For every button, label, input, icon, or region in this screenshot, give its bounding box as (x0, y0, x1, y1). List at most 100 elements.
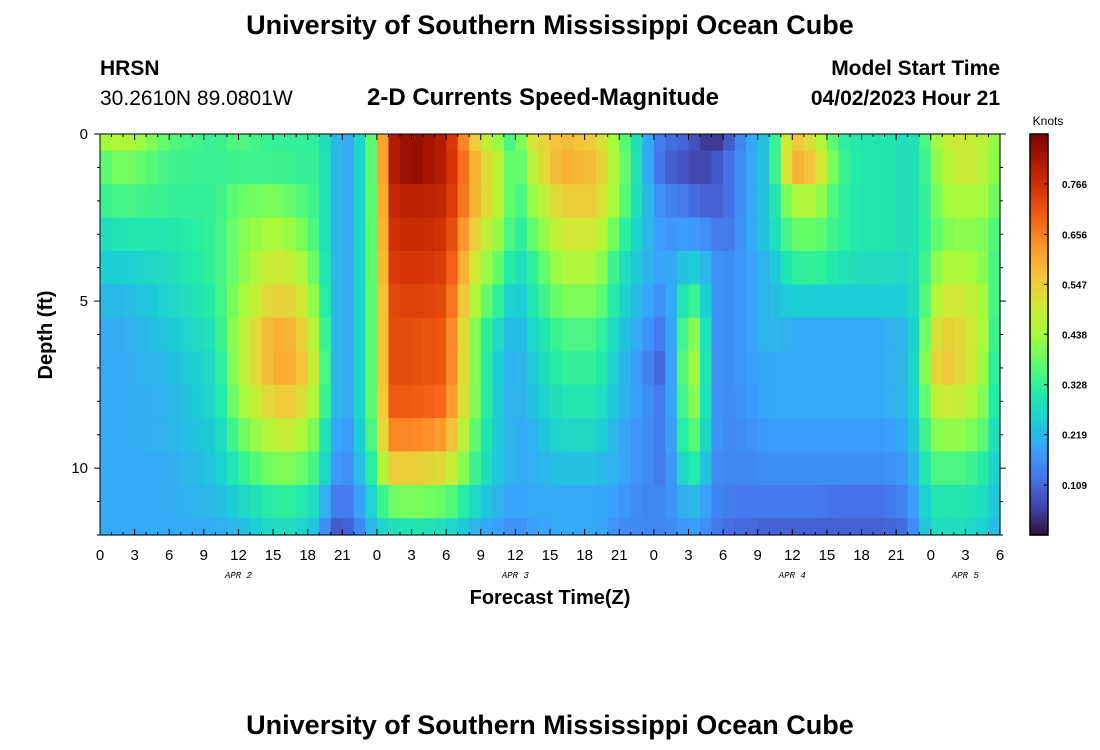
heatmap-cell (573, 384, 586, 419)
heatmap-cell (111, 418, 124, 453)
heatmap-cell (400, 317, 413, 352)
heatmap-cell (815, 250, 828, 285)
heatmap-cell (711, 418, 724, 453)
colorbar-segment (1030, 319, 1048, 323)
heatmap-cell (700, 284, 713, 319)
heatmap-cell (157, 284, 170, 319)
heatmap-cell (953, 217, 966, 252)
heatmap-cell (296, 317, 309, 352)
x-tick-label: 0 (650, 547, 658, 564)
heatmap-cell (653, 284, 666, 319)
heatmap-cell (619, 150, 632, 185)
heatmap-cell (469, 484, 482, 519)
heatmap-cell (480, 217, 493, 252)
heatmap-cell (896, 418, 909, 453)
heatmap-cell (388, 518, 401, 536)
heatmap-cell (942, 418, 955, 453)
heatmap-cell (815, 217, 828, 252)
heatmap-cell (665, 384, 678, 419)
heatmap-cell (884, 217, 897, 252)
heatmap-cell (561, 217, 574, 252)
heatmap-cell (238, 518, 251, 536)
heatmap-cell (134, 184, 147, 219)
heatmap-cell (469, 518, 482, 536)
heatmap-cell (515, 184, 528, 219)
heatmap-cell (850, 217, 863, 252)
heatmap-cell (665, 184, 678, 219)
colorbar-segment (1030, 141, 1048, 145)
heatmap-cell (953, 317, 966, 352)
heatmap-cell (180, 284, 193, 319)
heatmap-cell (330, 284, 343, 319)
x-tick-label: 3 (684, 547, 692, 564)
heatmap-cell (850, 384, 863, 419)
heatmap-cell (965, 418, 978, 453)
heatmap-cell (665, 484, 678, 519)
heatmap-cell (111, 317, 124, 352)
colorbar-segment (1030, 457, 1048, 461)
heatmap-cell (100, 317, 113, 352)
heatmap-cell (653, 134, 666, 152)
heatmap-cell (642, 484, 655, 519)
heatmap-cell (330, 134, 343, 152)
heatmap-cell (307, 317, 320, 352)
heatmap-cell (688, 518, 701, 536)
heatmap-cell (284, 184, 297, 219)
heatmap-cell (942, 384, 955, 419)
heatmap-cell (400, 184, 413, 219)
heatmap-cell (700, 317, 713, 352)
heatmap-cell (688, 250, 701, 285)
heatmap-cell (803, 451, 816, 486)
heatmap-cell (976, 217, 990, 252)
colorbar-segment (1030, 434, 1048, 438)
heatmap-cell (965, 317, 978, 352)
heatmap-cell (480, 134, 493, 152)
heatmap-cell (942, 250, 955, 285)
heatmap-cell (203, 150, 216, 185)
heatmap-cell (342, 250, 355, 285)
colorbar-segment (1030, 344, 1048, 348)
heatmap-cell (100, 184, 113, 219)
heatmap-cell (700, 134, 713, 152)
heatmap-cell (376, 184, 390, 219)
heatmap-cell (803, 217, 816, 252)
heatmap-cell (180, 217, 193, 252)
colorbar-segment (1030, 524, 1048, 529)
heatmap-cell (411, 351, 424, 386)
heatmap-cell (423, 351, 436, 386)
colorbar-segment (1030, 321, 1048, 326)
colorbar-segment (1030, 449, 1048, 453)
heatmap-cell (953, 134, 966, 152)
colorbar-segment (1030, 256, 1048, 260)
heatmap-cell (734, 518, 747, 536)
colorbar-segment (1030, 286, 1048, 290)
heatmap-cell (261, 484, 274, 519)
heatmap-cell (342, 317, 355, 352)
heatmap-cell (988, 451, 1001, 486)
heatmap-cell (607, 284, 620, 319)
colorbar-segment (1030, 196, 1048, 200)
heatmap-cell (688, 217, 701, 252)
heatmap-cell (896, 217, 909, 252)
chart-subtitle: 2-D Currents Speed-Magnitude (367, 84, 720, 111)
heatmap-cell (296, 134, 309, 152)
heatmap-cell (723, 317, 736, 352)
heatmap-cell (538, 284, 551, 319)
heatmap-cell (203, 351, 216, 386)
heatmap-cell (630, 184, 643, 219)
heatmap-cell (769, 317, 782, 352)
heatmap-cell (226, 484, 240, 519)
colorbar-segment (1030, 229, 1048, 233)
heatmap-cell (792, 317, 805, 352)
heatmap-cell (215, 518, 228, 536)
heatmap-cell (769, 518, 782, 536)
heatmap-cell (296, 451, 309, 486)
heatmap-cell (757, 518, 770, 536)
colorbar-segment (1030, 412, 1048, 416)
heatmap-cell (411, 418, 424, 453)
heatmap-cell (607, 250, 620, 285)
heatmap-cell (607, 451, 620, 486)
heatmap-cell (930, 284, 943, 319)
heatmap-cell (100, 150, 113, 185)
heatmap-cell (169, 134, 182, 152)
